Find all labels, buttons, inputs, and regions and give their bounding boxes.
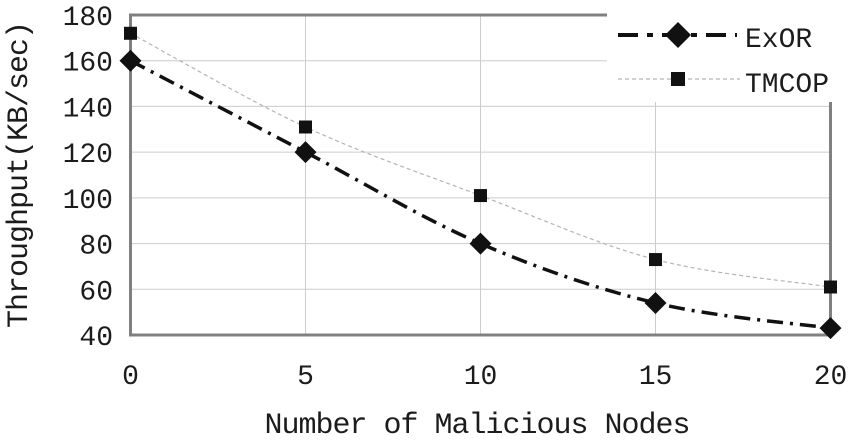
square-marker xyxy=(671,72,685,86)
diamond-marker xyxy=(665,22,691,48)
y-tick-label: 180 xyxy=(63,3,113,34)
data-series xyxy=(119,26,842,340)
x-axis-tick-labels: 0 5 10 15 20 xyxy=(122,362,847,393)
x-axis-title: Number of Malicious Nodes xyxy=(264,409,689,443)
square-marker xyxy=(824,280,837,294)
y-tick-label: 160 xyxy=(63,49,113,80)
square-marker xyxy=(299,120,312,134)
y-tick-label: 60 xyxy=(79,277,113,308)
diamond-marker xyxy=(819,317,842,340)
y-tick-label: 80 xyxy=(79,232,113,263)
series-line-exor xyxy=(129,59,831,330)
legend-background xyxy=(607,0,851,102)
y-tick-label: 100 xyxy=(63,186,113,217)
y-tick-label: 40 xyxy=(79,323,113,354)
x-tick-label: 5 xyxy=(297,362,314,393)
square-marker xyxy=(124,26,137,40)
y-axis-tick-labels: 180 160 140 120 100 80 60 40 xyxy=(63,3,113,354)
y-tick-label: 140 xyxy=(63,94,113,125)
square-marker xyxy=(474,189,487,203)
y-tick-label: 120 xyxy=(63,140,113,171)
diamond-marker xyxy=(294,141,317,164)
legend-label-exor: ExOR xyxy=(745,25,812,56)
y-axis-title: Throughput(KB/sec) xyxy=(3,22,37,328)
diamond-marker xyxy=(644,292,667,314)
legend: ExOR TMCOP xyxy=(618,22,829,101)
x-tick-label: 20 xyxy=(814,362,848,393)
diamond-marker xyxy=(469,232,492,255)
diamond-marker xyxy=(119,49,142,72)
legend-label-tmcop: TMCOP xyxy=(745,70,829,101)
x-tick-label: 10 xyxy=(464,362,498,393)
x-tick-label: 0 xyxy=(122,362,139,393)
x-tick-label: 15 xyxy=(639,362,673,393)
plot-border xyxy=(129,13,832,337)
plot-frame xyxy=(129,0,851,337)
square-marker xyxy=(649,253,662,267)
